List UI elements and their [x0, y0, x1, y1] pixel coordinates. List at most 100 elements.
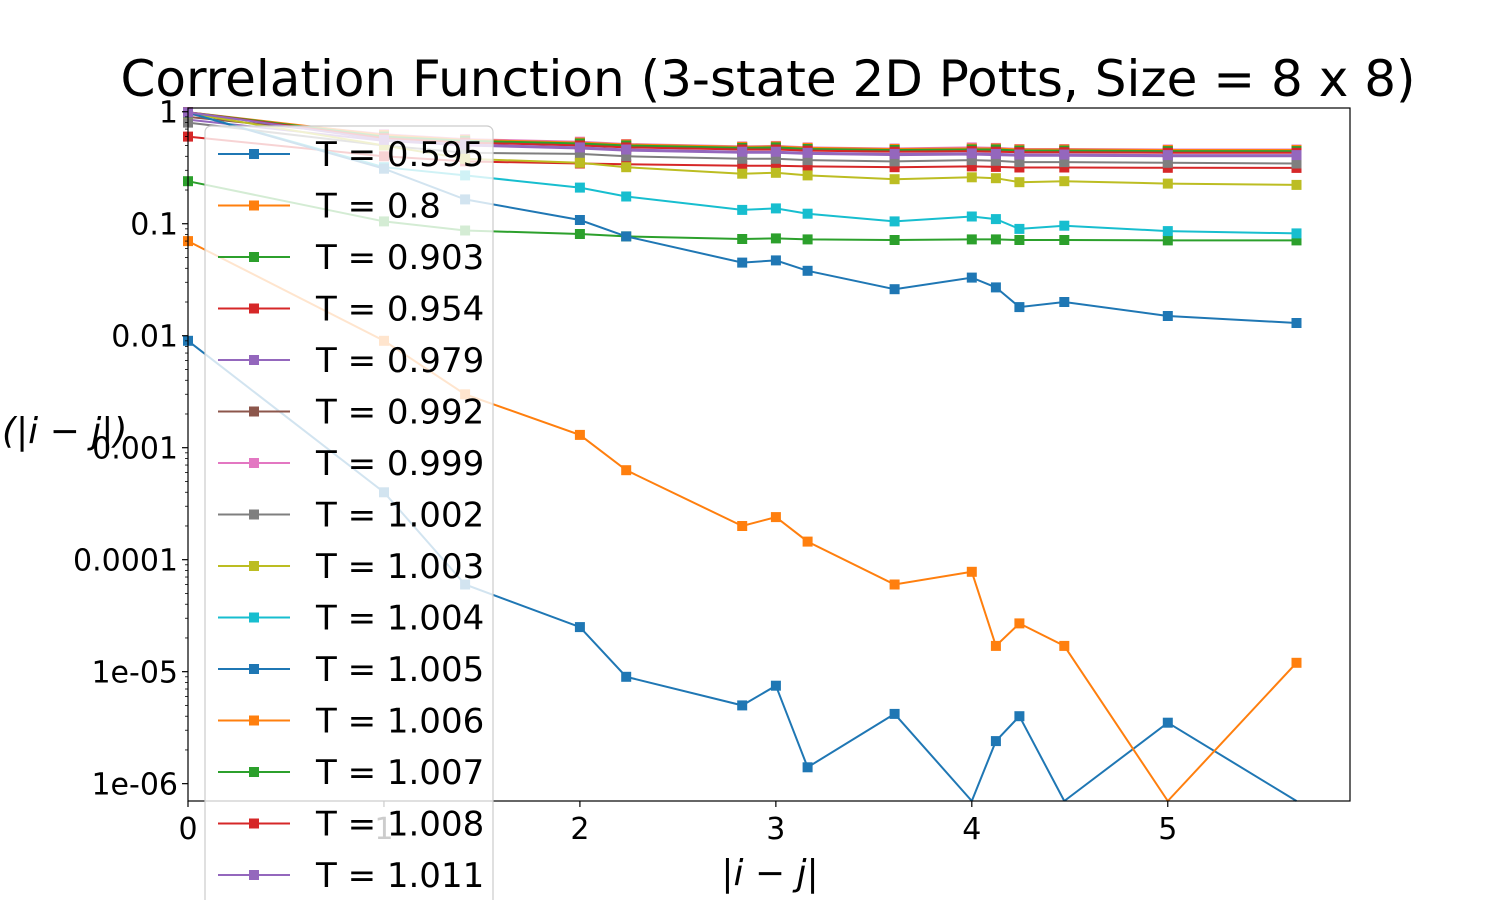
x-tick-label: 4 [962, 812, 981, 847]
legend-label: T = 0.992 [315, 393, 484, 433]
y-axis-label: (|i − j|) [2, 411, 127, 452]
data-point [990, 173, 1001, 184]
x-axis-label: |i − j| [721, 853, 818, 894]
x-tick-label: 5 [1158, 812, 1177, 847]
y-tick-label: 1e-05 [91, 656, 178, 691]
series-line [1167, 662, 1298, 802]
y-tick-label: 0.01 [111, 320, 178, 355]
legend-label: T = 1.002 [315, 496, 484, 536]
legend-marker [249, 406, 259, 417]
legend-marker [249, 355, 259, 365]
legend-entry: T = 1.004 [218, 599, 484, 639]
legend-label: T = 1.003 [315, 547, 484, 587]
series-8 [183, 108, 1302, 190]
legend-marker [249, 509, 259, 520]
x-tick-label: 3 [766, 812, 785, 847]
legend-entry: T = 1.008 [218, 805, 484, 845]
data-point [770, 153, 781, 164]
data-point [966, 155, 977, 166]
data-point [1162, 717, 1173, 728]
data-point [802, 147, 813, 158]
data-point [889, 174, 900, 185]
data-point [966, 172, 977, 183]
data-point [1162, 311, 1173, 321]
data-point [802, 155, 813, 166]
data-point [1014, 177, 1025, 188]
data-point [574, 622, 585, 633]
data-point [770, 255, 781, 266]
data-point [770, 512, 781, 523]
series-line [970, 714, 1066, 802]
data-point [1014, 162, 1025, 173]
data-point [802, 762, 813, 773]
data-point [1162, 226, 1173, 237]
data-point [770, 160, 781, 171]
legend-entry: T = 1.006 [218, 702, 484, 742]
data-point [770, 233, 781, 244]
data-point [1162, 235, 1173, 246]
legend-entry: T = 1.002 [218, 496, 484, 536]
legend-marker [249, 149, 259, 159]
x-tick-label: 0 [178, 812, 197, 847]
data-point [990, 161, 1001, 172]
data-point [737, 146, 748, 157]
legend: T = 0.595 T = 0.8 T = 0.903 T = 0.954 T = 0.… [204, 125, 494, 900]
legend-entry: T = 0.8 [218, 187, 441, 227]
data-point [990, 148, 1001, 159]
legend-marker [249, 767, 259, 777]
data-point [889, 148, 900, 159]
data-point [574, 182, 585, 193]
data-point [966, 566, 977, 577]
data-point [1162, 157, 1173, 168]
legend-entry: T = 0.954 [218, 290, 484, 330]
legend-label: T = 0.999 [315, 444, 484, 484]
data-point [966, 272, 977, 283]
legend-label: T = 1.008 [315, 805, 484, 845]
chart-title: Correlation Function (3-state 2D Potts, … [120, 50, 1415, 108]
legend-marker [249, 458, 259, 468]
data-point [966, 234, 977, 245]
legend-entry: T = 1.003 [218, 547, 484, 587]
data-point [574, 148, 585, 159]
legend-marker [249, 870, 259, 880]
data-point [737, 700, 748, 711]
y-tick-label: 0.001 [92, 432, 178, 467]
data-point [621, 162, 632, 173]
data-point [1059, 640, 1070, 651]
data-point [574, 429, 585, 440]
data-point [1014, 302, 1025, 313]
data-point [1291, 235, 1302, 246]
data-point [1059, 297, 1070, 307]
data-point [1291, 318, 1302, 328]
legend-label: T = 1.004 [315, 599, 484, 639]
legend-entry: T = 1.007 [218, 753, 484, 793]
legend-marker [249, 715, 259, 726]
data-point [802, 161, 813, 172]
legend-label: T = 0.595 [315, 135, 484, 175]
data-point [1014, 157, 1025, 168]
data-point [574, 142, 585, 153]
legend-label: T = 1.011 [315, 856, 484, 896]
data-point [1291, 158, 1302, 169]
data-point [574, 157, 585, 168]
legend-entry: T = 0.595 [218, 135, 484, 175]
data-point [990, 234, 1001, 245]
data-point [737, 234, 748, 244]
series-line [1063, 721, 1298, 802]
data-point [770, 146, 781, 157]
data-point [1291, 179, 1302, 190]
data-point [737, 257, 748, 268]
y-tick-label: 0.1 [130, 208, 178, 243]
data-point [990, 640, 1001, 651]
legend-marker [249, 664, 259, 674]
data-point [889, 216, 900, 227]
data-point [1014, 235, 1025, 245]
data-point [889, 156, 900, 167]
data-point [1014, 149, 1025, 160]
data-point [966, 161, 977, 172]
legend-marker [249, 561, 259, 571]
data-point [574, 215, 585, 225]
y-tick-label: 1 [159, 96, 178, 131]
data-point [1059, 235, 1070, 245]
legend-entry: T = 0.979 [218, 341, 484, 381]
